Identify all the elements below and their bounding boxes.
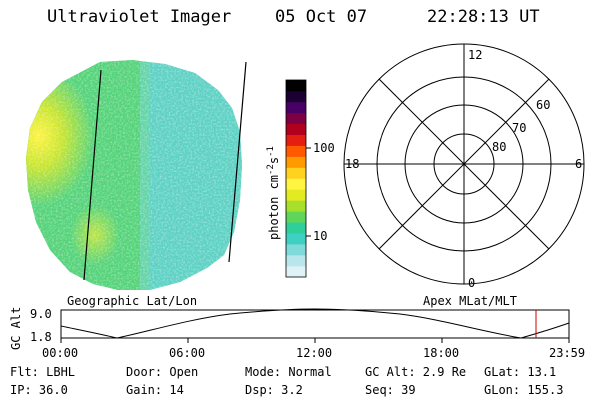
lat-label-70: 70 xyxy=(512,121,526,135)
colorbar-frame xyxy=(285,79,307,278)
mlt-label-18: 18 xyxy=(345,157,359,171)
colorbar-cell xyxy=(286,200,306,212)
colorbar-cell xyxy=(286,189,306,201)
timeline-xtick-label-12: 12:00 xyxy=(296,346,332,360)
date-label: 05 Oct 07 xyxy=(275,7,368,27)
colorbar-cell xyxy=(286,90,306,103)
param-ip: IP: 36.0 xyxy=(10,383,68,397)
colorbar-cell xyxy=(286,211,306,223)
colorbar-cell xyxy=(286,233,306,245)
colorbar-cell xyxy=(286,112,306,125)
timeline-xtick-label-06: 06:00 xyxy=(169,346,205,360)
geographic-label: Geographic Lat/Lon xyxy=(67,294,198,308)
timeline-xtick-label-18: 18:00 xyxy=(423,346,459,360)
lat-label-60: 60 xyxy=(536,98,550,112)
colorbar-cell xyxy=(286,244,306,256)
colorbar-cell xyxy=(286,222,306,234)
mlt-label-6: 6 xyxy=(575,157,582,171)
param-door: Door: Open xyxy=(126,365,199,379)
param-seq: Seq: 39 xyxy=(365,383,416,397)
colorbar-tick-label-10: 10 xyxy=(313,229,327,243)
param-glat: GLat: 13.1 xyxy=(484,365,557,379)
gc-alt-curve xyxy=(60,308,570,339)
param-filter: Flt: LBHL xyxy=(10,365,76,379)
timeline-ymax: 9.0 xyxy=(30,307,52,321)
colorbar-cell xyxy=(286,145,306,157)
timeline-xtick-label-2359: 23:59 xyxy=(549,346,585,360)
time-label: 22:28:13 UT xyxy=(427,7,540,27)
param-mode: Mode: Normal xyxy=(245,365,332,379)
longitude-line-right xyxy=(228,61,247,263)
longitude-line-left xyxy=(83,69,102,281)
polar-diagonal-2 xyxy=(378,78,550,250)
lat-label-80: 80 xyxy=(492,140,506,154)
colorbar-cell xyxy=(286,167,306,179)
param-gain: Gain: 14 xyxy=(126,383,184,397)
colorbar-cell xyxy=(286,101,306,114)
colorbar-cell xyxy=(286,134,306,146)
apex-label: Apex MLat/MLT xyxy=(423,294,517,308)
param-dsp: Dsp: 3.2 xyxy=(245,383,303,397)
instrument-title: Ultraviolet Imager xyxy=(47,7,232,27)
colorbar-cell xyxy=(286,255,306,267)
colorbar-cell xyxy=(286,156,306,168)
timeline-ymin: 1.8 xyxy=(30,330,52,344)
colorbar-cell xyxy=(286,123,306,136)
param-gc-alt: GC Alt: 2.9 Re xyxy=(365,365,467,379)
timeline-xtick-label-00: 00:00 xyxy=(42,346,78,360)
param-glon: GLon: 155.3 xyxy=(484,383,564,397)
colorbar-cell xyxy=(286,80,306,92)
colorbar-cell xyxy=(286,266,306,278)
colorbar-cell xyxy=(286,178,306,190)
timeline-ylabel: GC Alt xyxy=(9,307,23,350)
mlt-label-0: 0 xyxy=(468,276,475,290)
mlt-label-12: 12 xyxy=(468,48,482,62)
colorbar-tick-label-100: 100 xyxy=(313,141,335,155)
colorbar-unit-label: photon cm-2s-1 xyxy=(266,146,281,240)
